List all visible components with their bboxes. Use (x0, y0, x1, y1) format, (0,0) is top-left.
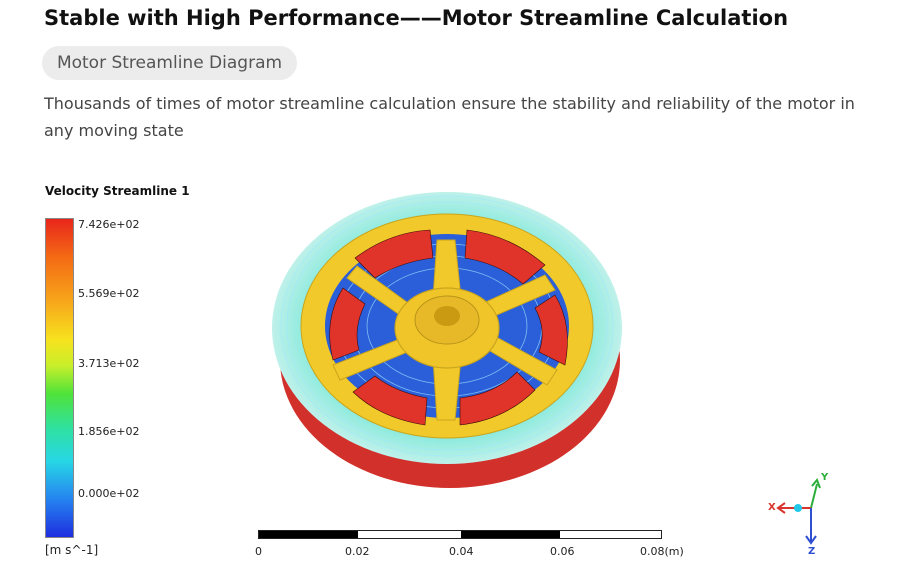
page-title: Stable with High Performance——Motor Stre… (44, 6, 789, 30)
legend-units: [m s^-1] (45, 543, 99, 557)
scale-label-2: 0.04 (449, 545, 474, 558)
scale-label-1: 0.02 (345, 545, 370, 558)
legend-tick-3: 3.713e+02 (78, 357, 140, 370)
motor-streamline-render (272, 192, 622, 488)
axis-triad: Y X Z (765, 470, 835, 565)
section-description: Thousands of times of motor streamline c… (44, 94, 855, 140)
legend-tick-max: 7.426e+02 (78, 218, 140, 231)
legend-title: Velocity Streamline 1 (45, 184, 190, 198)
axis-label-z: Z (808, 546, 816, 557)
velocity-colorbar (45, 218, 74, 538)
legend-tick-4: 1.856e+02 (78, 425, 140, 438)
scale-label-0: 0 (255, 545, 262, 558)
stator-coils (329, 229, 568, 426)
axis-label-y: Y (821, 472, 829, 483)
axis-label-x: X (768, 502, 776, 513)
scale-bar (258, 530, 662, 539)
legend-tick-min: 0.000e+02 (78, 487, 140, 500)
scale-label-3: 0.06 (550, 545, 575, 558)
section-tag[interactable]: Motor Streamline Diagram (42, 46, 297, 80)
scale-label-4: 0.08(m) (640, 545, 684, 558)
legend-tick-2: 5.569e+02 (78, 287, 140, 300)
shaft-hole (434, 306, 460, 326)
